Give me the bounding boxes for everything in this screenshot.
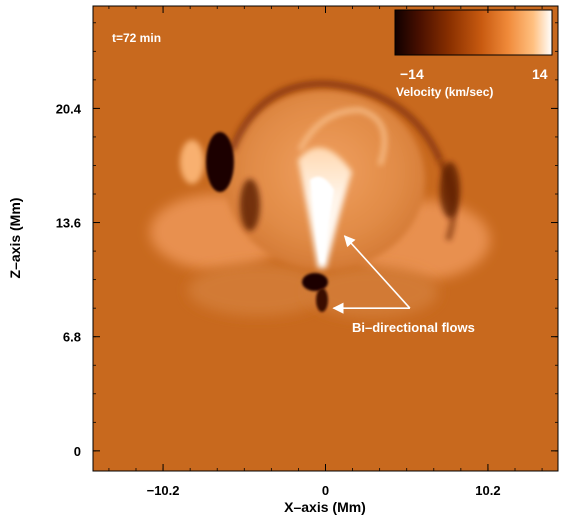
inner-swirl <box>297 107 387 166</box>
y-axis-title: Z–axis (Mm) <box>7 198 23 279</box>
bright-lobe-left <box>180 140 204 184</box>
flow-structures <box>150 80 490 318</box>
y-tick-label: 13.6 <box>56 216 81 231</box>
colorbar-max-label: 14 <box>532 66 548 82</box>
dark-core <box>302 273 328 291</box>
time-label: t=72 min <box>112 31 161 45</box>
plot-area: −14 14 Velocity (km/sec) t=72 min Bi–dir… <box>93 6 558 471</box>
annotation: Bi–directional flows <box>332 235 475 335</box>
x-axis-title: X–axis (Mm) <box>284 499 366 515</box>
colorbar-title: Velocity (km/sec) <box>396 85 493 99</box>
x-tick-label: 0 <box>322 483 329 498</box>
lower-left-lobe <box>188 264 328 316</box>
dark-spot-right <box>440 162 460 218</box>
y-tick-label: 0 <box>74 444 81 459</box>
x-tick-label: 10.2 <box>475 483 500 498</box>
minor-ticks <box>93 6 558 471</box>
dome-rim-dark <box>228 80 444 162</box>
dark-core-lower <box>316 288 328 312</box>
colorbar-gradient <box>394 9 553 56</box>
annotation-text: Bi–directional flows <box>352 320 475 335</box>
colorbar-min-label: −14 <box>400 66 424 82</box>
arrow-upward-flow <box>343 235 411 309</box>
x-tick-label: −10.2 <box>147 483 180 498</box>
y-tick-label: 6.8 <box>63 330 81 345</box>
y-tick-label: 20.4 <box>56 101 82 116</box>
colorbar: −14 14 Velocity (km/sec) <box>394 9 553 99</box>
dark-spot-left <box>206 132 234 192</box>
dark-streak-left <box>240 179 260 231</box>
jet-core <box>310 176 334 262</box>
